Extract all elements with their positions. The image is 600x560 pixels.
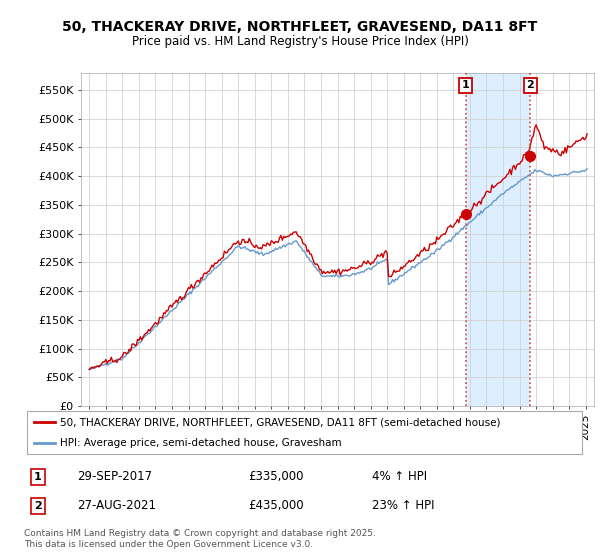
Text: £435,000: £435,000: [248, 500, 304, 512]
Bar: [466, 73, 530, 406]
Text: 29-SEP-2017: 29-SEP-2017: [77, 470, 152, 483]
Text: £335,000: £335,000: [248, 470, 304, 483]
Text: 23% ↑ HPI: 23% ↑ HPI: [372, 500, 434, 512]
Text: 50, THACKERAY DRIVE, NORTHFLEET, GRAVESEND, DA11 8FT: 50, THACKERAY DRIVE, NORTHFLEET, GRAVESE…: [62, 20, 538, 34]
Text: 2: 2: [34, 501, 42, 511]
Text: 1: 1: [462, 81, 470, 90]
Text: HPI: Average price, semi-detached house, Gravesham: HPI: Average price, semi-detached house,…: [61, 438, 342, 448]
Text: Price paid vs. HM Land Registry's House Price Index (HPI): Price paid vs. HM Land Registry's House …: [131, 35, 469, 48]
Text: 1: 1: [34, 472, 42, 482]
Text: Contains HM Land Registry data © Crown copyright and database right 2025.
This d: Contains HM Land Registry data © Crown c…: [24, 529, 376, 549]
Text: 2: 2: [526, 81, 534, 90]
FancyBboxPatch shape: [27, 411, 582, 454]
Text: 27-AUG-2021: 27-AUG-2021: [77, 500, 156, 512]
Text: 50, THACKERAY DRIVE, NORTHFLEET, GRAVESEND, DA11 8FT (semi-detached house): 50, THACKERAY DRIVE, NORTHFLEET, GRAVESE…: [61, 417, 501, 427]
Text: 4% ↑ HPI: 4% ↑ HPI: [372, 470, 427, 483]
